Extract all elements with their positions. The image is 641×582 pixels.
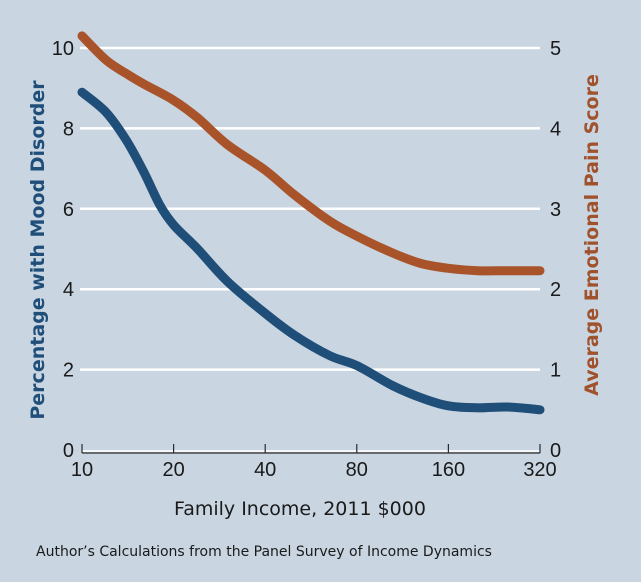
source-note: Author’s Calculations from the Panel Sur…	[36, 544, 492, 560]
y-tick-label-left: 10	[52, 38, 74, 60]
x-axis-title: Family Income, 2011 $000	[174, 498, 426, 520]
x-tick-label: 160	[432, 459, 465, 481]
series-line-mood-disorder	[77, 87, 545, 415]
y-tick-label-left: 8	[63, 118, 74, 140]
y-tick-label-left: 6	[63, 199, 74, 221]
x-tick-label: 320	[523, 459, 556, 481]
y-tick-label-right: 0	[550, 440, 561, 462]
x-tick-label: 10	[71, 459, 93, 481]
y-axis-title-left: Percentage with Mood Disorder	[27, 80, 49, 420]
y-tick-label-left: 4	[63, 279, 74, 301]
y-axis-right: 0 1 2 3 4 5	[550, 38, 561, 462]
y-tick-label-right: 5	[550, 38, 561, 60]
y-tick-label-left: 2	[63, 360, 74, 382]
y-tick-label-left: 0	[63, 440, 74, 462]
x-tick-label: 80	[346, 459, 368, 481]
series-lines	[77, 31, 545, 415]
y-tick-label-right: 3	[550, 199, 561, 221]
y-axis-left: 0 2 4 6 8 10	[52, 38, 74, 462]
y-axis-title-right: Average Emotional Pain Score	[581, 74, 603, 396]
y-tick-label-right: 1	[550, 360, 561, 382]
x-axis: 10 20 40 80 160 320	[71, 444, 557, 481]
series-line-emotional-pain	[77, 31, 545, 276]
x-tick-label: 20	[162, 459, 184, 481]
x-tick-label: 40	[254, 459, 276, 481]
y-tick-label-right: 2	[550, 279, 561, 301]
y-tick-label-right: 4	[550, 118, 561, 140]
